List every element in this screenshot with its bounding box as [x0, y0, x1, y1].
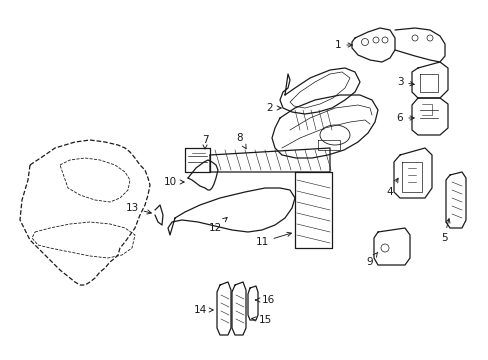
Text: 15: 15	[251, 315, 271, 325]
Text: 7: 7	[201, 135, 208, 149]
Text: 12: 12	[208, 217, 226, 233]
Text: 14: 14	[193, 305, 213, 315]
Text: 8: 8	[236, 133, 245, 149]
Text: 3: 3	[396, 77, 413, 87]
Text: 13: 13	[125, 203, 151, 214]
Text: 5: 5	[440, 219, 449, 243]
Text: 9: 9	[366, 252, 377, 267]
Text: 16: 16	[255, 295, 274, 305]
Text: 2: 2	[266, 103, 281, 113]
Text: 11: 11	[255, 232, 291, 247]
Text: 10: 10	[163, 177, 184, 187]
Text: 6: 6	[396, 113, 413, 123]
Text: 4: 4	[386, 178, 397, 197]
Text: 1: 1	[334, 40, 351, 50]
